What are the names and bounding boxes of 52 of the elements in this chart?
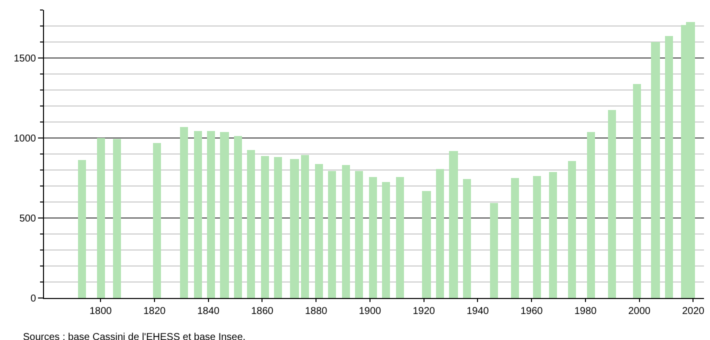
source-note: Sources : base Cassini de l'EHESS et base Insee. [23,332,246,340]
x-tick-label: 1960 [520,306,544,317]
bar [194,131,202,298]
bar [369,177,377,298]
x-tick-label: 1880 [304,306,328,317]
x-tick-label: 1940 [466,306,490,317]
bar [342,165,350,298]
bar [568,161,576,298]
x-tick-label: 2020 [682,306,705,317]
y-tick-label: 1500 [14,54,36,64]
bar [533,176,541,298]
bar [220,132,229,298]
bar [587,132,595,298]
x-tick-label: 1980 [574,306,598,317]
bar [422,191,431,298]
x-tick-label: 1840 [197,306,220,317]
bar [396,177,404,298]
bar [234,136,242,298]
x-tick-label: 1900 [358,306,382,317]
bar [549,172,557,298]
x-tick-label: 1920 [412,306,436,317]
bar [113,139,121,298]
x-tick-label: 2000 [628,306,651,317]
y-tick-label: 0 [30,294,36,304]
x-tick-label: 1860 [251,306,274,317]
bar [355,171,363,298]
x-tick-label: 1820 [143,306,166,317]
bar [449,151,458,298]
bar [261,156,269,298]
bar [207,131,215,298]
bar [651,42,660,298]
bar [78,160,86,298]
bar [463,179,471,298]
bar [511,178,519,298]
bar [153,143,161,298]
x-tick-label: 1800 [89,306,112,317]
bar [665,36,673,298]
bar [247,150,255,298]
bar [328,171,336,298]
bar [436,169,444,298]
bar [290,159,299,298]
bar [633,84,641,298]
bar [490,203,498,298]
bar [301,155,309,298]
bar [274,157,282,298]
bar [382,182,390,298]
bar [608,110,616,298]
bar [97,138,105,298]
y-tick-label: 1000 [14,134,36,144]
y-tick-label: 500 [19,214,36,224]
bar [315,164,323,298]
bar [180,127,188,298]
